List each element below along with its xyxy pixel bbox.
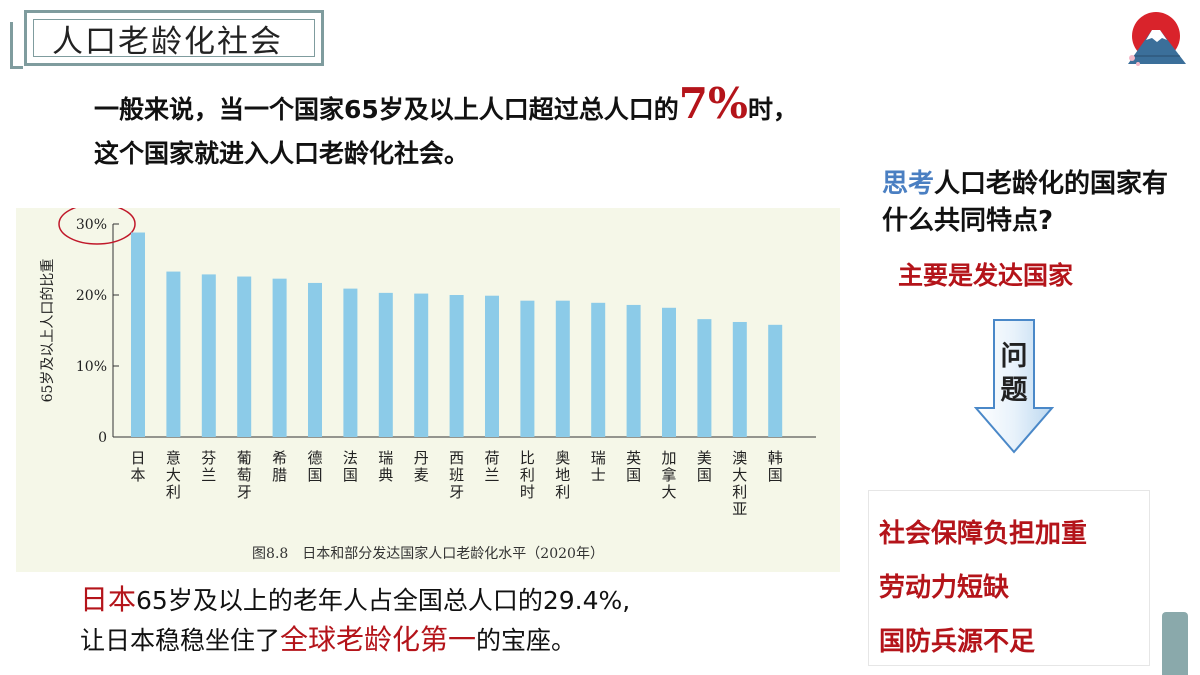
- bar: [591, 302, 606, 437]
- bar: [732, 321, 747, 437]
- bar: [768, 324, 783, 437]
- impact-item: 社会保障负担加重: [879, 519, 1088, 549]
- bottom-japan: 日本: [80, 583, 137, 616]
- bottom-line2-b: 的宝座。: [476, 626, 577, 655]
- bar: [520, 300, 535, 437]
- bar: [308, 282, 322, 437]
- category-label: 希腊: [272, 449, 287, 484]
- y-tick-label: 0: [98, 430, 107, 446]
- category-label: 瑞士: [591, 449, 606, 484]
- think-text: 人口老龄化的国家有什么共同特点?: [882, 169, 1169, 236]
- lead-line1-a: 一般来说，当一个国家65岁及以上人口超过总人口的: [94, 95, 679, 124]
- bar: [201, 274, 216, 437]
- category-label: 法国: [343, 449, 358, 484]
- category-label: 德国: [307, 449, 322, 484]
- impact-item: 劳动力短缺: [879, 573, 1010, 603]
- think-label: 思考: [882, 169, 935, 199]
- lead-line2: 这个国家就进入人口老龄化社会。: [94, 139, 470, 168]
- bar: [626, 304, 641, 437]
- category-label: 英国: [626, 449, 641, 484]
- category-label: 澳大利亚: [732, 449, 747, 518]
- bar: [272, 278, 287, 437]
- bar: [378, 292, 393, 437]
- bar: [237, 276, 252, 437]
- answer-text: 主要是发达国家: [898, 261, 1074, 290]
- bar: [131, 232, 145, 437]
- category-label: 比利时: [520, 449, 535, 501]
- bottom-paragraph: 日本65岁及以上的老年人占全国总人口的29.4%, 让日本稳稳坐住了全球老龄化第…: [80, 580, 630, 660]
- y-tick-label: 10%: [76, 359, 107, 375]
- category-label: 葡萄牙: [237, 449, 252, 501]
- bar: [414, 293, 429, 437]
- impact-item: 国防兵源不足: [879, 627, 1036, 657]
- impacts-box: 社会保障负担加重 劳动力短缺 国防兵源不足: [868, 490, 1150, 666]
- chart-panel: 0 10% 20% 30% 65岁及以上人口的比重日本 意大利 芬兰 葡萄牙 希腊 德国 法国 瑞典丹…: [16, 203, 840, 572]
- y-tick-label: 20%: [76, 288, 107, 304]
- down-arrow-icon: [974, 319, 1054, 454]
- title-decoration: [10, 22, 23, 69]
- bar: [555, 300, 570, 437]
- category-label: 丹麦: [414, 449, 429, 484]
- y-tick-label: 30%: [76, 217, 107, 233]
- category-label: 美国: [697, 449, 712, 484]
- lead-paragraph: 一般来说，当一个国家65岁及以上人口超过总人口的7%时， 这个国家就进入人口老龄…: [94, 82, 798, 176]
- bar: [485, 295, 499, 437]
- y-axis-label: 65岁及以上人口的比重: [40, 259, 56, 403]
- category-label: 瑞典: [378, 449, 393, 484]
- category-label: 加拿大: [661, 449, 676, 501]
- bottom-rank: 全球老龄化第一: [280, 623, 477, 656]
- category-label: 西班牙: [449, 449, 464, 501]
- title-frame: 人口老龄化社会: [24, 10, 324, 66]
- lead-line1-b: 时，: [747, 95, 798, 124]
- arrow-label: 问题: [1000, 341, 1028, 406]
- page-title: 人口老龄化社会: [33, 19, 315, 60]
- lead-threshold: 7%: [678, 79, 748, 128]
- category-label: 日本: [130, 449, 145, 484]
- mount-fuji-icon: [1128, 12, 1186, 66]
- bar: [343, 288, 358, 437]
- category-label: 意大利: [166, 449, 181, 501]
- bar: [166, 271, 181, 437]
- bar: [449, 295, 464, 437]
- bottom-line2-a: 让日本稳稳坐住了: [80, 626, 281, 655]
- think-question: 思考人口老龄化的国家有什么共同特点?: [882, 166, 1182, 240]
- category-label: 荷兰: [484, 449, 499, 484]
- bottom-line1: 65岁及以上的老年人占全国总人口的29.4%,: [136, 586, 631, 615]
- category-label: 芬兰: [201, 449, 216, 484]
- category-label: 奥地利: [555, 449, 570, 501]
- side-tab: [1162, 612, 1188, 675]
- category-label: 韩国: [768, 449, 783, 484]
- bar: [697, 319, 712, 437]
- chart-caption: 图8.8 日本和部分发达国家人口老龄化水平（2020年）: [252, 545, 604, 562]
- bar: [662, 307, 676, 437]
